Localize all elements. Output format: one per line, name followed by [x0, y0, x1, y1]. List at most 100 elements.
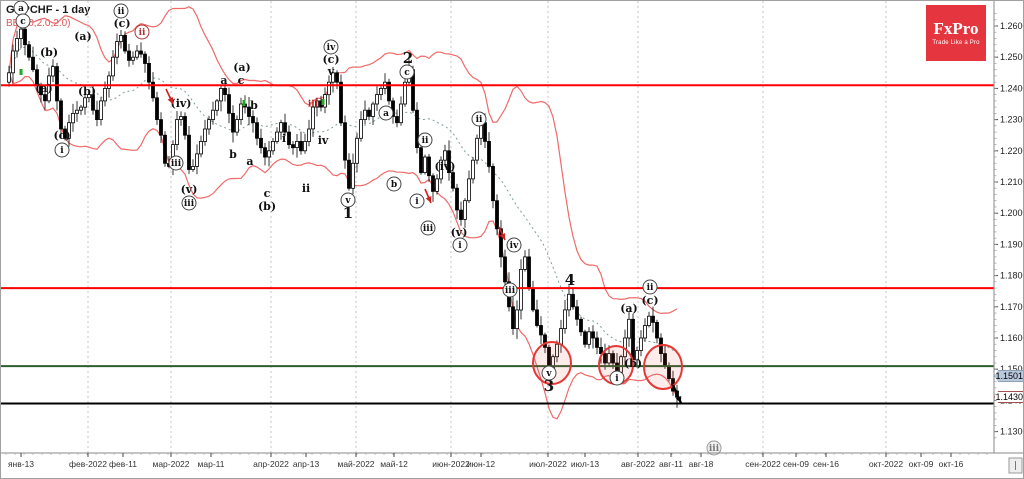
candle	[503, 256, 507, 283]
candle	[627, 318, 631, 339]
wave-label: i	[415, 197, 419, 207]
candle	[175, 119, 179, 145]
candle	[79, 106, 83, 111]
wave-label: 4	[565, 271, 575, 289]
wave-label: iii	[184, 199, 195, 209]
candle	[147, 63, 151, 83]
wave-label: (a)	[35, 82, 53, 95]
candle	[651, 315, 655, 323]
corner-widget[interactable]	[1008, 457, 1023, 474]
wave-label: (b)	[624, 357, 642, 370]
candle	[599, 346, 603, 354]
wave-label: (v)	[181, 183, 198, 196]
wave-label: 1	[343, 204, 353, 222]
candle	[467, 178, 471, 202]
candle	[415, 109, 419, 148]
candle	[31, 56, 35, 71]
wave-label: iii	[423, 224, 434, 234]
indicator-label: BB(20,2.0,2.0)	[6, 18, 71, 29]
date-tick-label: сен-16	[813, 459, 839, 469]
candle	[487, 140, 491, 167]
candle	[259, 137, 263, 149]
candle	[179, 116, 183, 120]
wave-label: 2	[403, 49, 413, 67]
date-tick-label: июл-2022	[529, 459, 567, 469]
wave-label: (iv)	[435, 160, 456, 173]
candle	[351, 162, 355, 189]
candle	[207, 119, 211, 130]
wave-label: v	[327, 65, 335, 78]
candle	[631, 318, 635, 361]
current-price-label: 1.1501	[994, 370, 1023, 382]
svg-text:1.2200: 1.2200	[1000, 146, 1024, 156]
candle	[371, 103, 375, 117]
candle	[439, 159, 443, 180]
candle	[219, 88, 223, 102]
candle	[283, 122, 287, 133]
candle	[459, 209, 463, 220]
candle	[575, 306, 579, 320]
wave-label: i	[282, 132, 286, 145]
candle	[199, 140, 203, 155]
candle	[543, 334, 547, 348]
candle	[235, 119, 239, 133]
candle	[483, 122, 487, 142]
candle	[255, 122, 259, 139]
svg-text:1.2400: 1.2400	[1000, 83, 1024, 93]
candle	[7, 72, 11, 83]
candle	[295, 140, 299, 148]
wave-label: b	[250, 99, 258, 112]
candle	[131, 56, 135, 61]
wave-label: (c)	[641, 294, 658, 307]
candle	[475, 137, 479, 161]
candle	[523, 256, 527, 270]
date-tick-label: май-12	[380, 459, 408, 469]
wave-label: (b)	[78, 85, 96, 98]
wave-label: ii	[476, 115, 483, 125]
svg-text:1.2300: 1.2300	[1000, 115, 1024, 125]
candle	[559, 328, 563, 345]
date-tick-label: июн-2022	[432, 459, 470, 469]
date-tick-label: янв-13	[8, 459, 34, 469]
date-tick-label: авг-11	[659, 459, 683, 469]
candle	[379, 88, 383, 96]
candle	[527, 256, 531, 289]
candle	[119, 35, 123, 43]
wave-label: a	[383, 109, 389, 119]
candle	[607, 353, 611, 364]
wave-label: v	[545, 369, 552, 379]
wave-label: b	[391, 180, 397, 190]
wave-label: c	[238, 74, 245, 87]
candle	[63, 128, 67, 139]
trend-arrow	[671, 384, 683, 404]
date-tick-label: апр-13	[293, 459, 320, 469]
axes: 1.2600 1.2500 1.2400 1.2300 1.2200 1.2100 1.20…	[1, 1, 1024, 469]
candle	[355, 137, 359, 164]
wave-label: (a)	[233, 61, 251, 74]
candle	[431, 175, 435, 192]
candle	[123, 35, 127, 52]
fxpro-logo: FxPro Trade Like a Pro	[926, 5, 986, 61]
candle	[51, 66, 55, 77]
highlight-circle	[643, 344, 683, 390]
candle	[555, 343, 559, 358]
candle	[339, 81, 343, 124]
candle	[531, 287, 535, 311]
svg-text:1.1300: 1.1300	[1000, 427, 1024, 437]
candle	[215, 100, 219, 111]
candle	[455, 187, 459, 211]
candle	[635, 350, 639, 361]
candle	[443, 150, 447, 161]
candle	[387, 81, 391, 102]
date-tick-label: май-2022	[337, 459, 374, 469]
candle	[75, 109, 79, 114]
wave-label: a	[18, 4, 24, 14]
candle	[491, 165, 495, 202]
wave-label: a	[246, 155, 253, 168]
date-tick-label: июн-12	[467, 459, 495, 469]
candle	[135, 50, 139, 58]
candle	[191, 165, 195, 170]
wave-label: ii	[139, 28, 146, 38]
candle	[539, 325, 543, 336]
